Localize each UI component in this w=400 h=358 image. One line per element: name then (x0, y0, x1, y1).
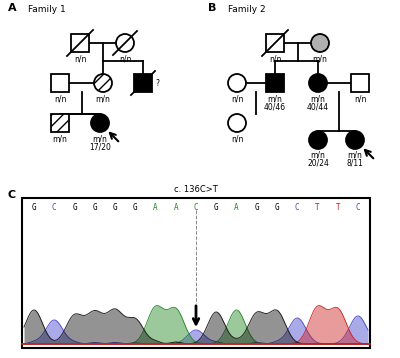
Text: n/n: n/n (74, 54, 86, 63)
Bar (266, 34, 284, 52)
Text: n/n: n/n (269, 54, 281, 63)
Bar (51, 74, 69, 92)
Text: n/n: n/n (54, 94, 66, 103)
Text: G: G (133, 203, 138, 212)
Text: Family 2: Family 2 (228, 5, 266, 14)
Text: 20/24: 20/24 (307, 159, 329, 168)
Text: C: C (52, 203, 56, 212)
Text: ?: ? (155, 78, 159, 87)
Text: G: G (214, 203, 218, 212)
Circle shape (94, 74, 112, 92)
Circle shape (346, 131, 364, 149)
Text: C: C (194, 203, 198, 212)
Bar (134, 74, 152, 92)
Text: 17/20: 17/20 (89, 142, 111, 151)
Text: n/n: n/n (119, 54, 131, 63)
Circle shape (309, 131, 327, 149)
Text: m/n: m/n (268, 94, 282, 103)
Circle shape (228, 114, 246, 132)
Text: m/n: m/n (92, 134, 108, 143)
Text: C: C (295, 203, 300, 212)
Text: G: G (113, 203, 117, 212)
Circle shape (309, 74, 327, 92)
Text: c. 136C>T: c. 136C>T (174, 185, 218, 194)
Circle shape (228, 74, 246, 92)
Text: A: A (153, 203, 158, 212)
Text: n/n: n/n (354, 94, 366, 103)
Text: m/n: m/n (348, 151, 362, 160)
Text: 40/46: 40/46 (264, 102, 286, 111)
Bar (351, 74, 369, 92)
Text: G: G (254, 203, 259, 212)
Text: n/n: n/n (231, 94, 243, 103)
Text: T: T (315, 203, 320, 212)
Text: m/n: m/n (52, 134, 68, 143)
Circle shape (311, 34, 329, 52)
Bar (51, 114, 69, 132)
Text: B: B (208, 3, 216, 13)
Text: T: T (336, 203, 340, 212)
Text: Family 1: Family 1 (28, 5, 66, 14)
Text: A: A (8, 3, 17, 13)
Text: G: G (275, 203, 279, 212)
Text: n/n: n/n (231, 134, 243, 143)
Text: m/n: m/n (96, 94, 110, 103)
Bar (22, 198, 370, 348)
Text: C: C (8, 190, 16, 200)
Text: m/n: m/n (310, 94, 326, 103)
Text: G: G (92, 203, 97, 212)
Circle shape (116, 34, 134, 52)
Text: 40/44: 40/44 (307, 102, 329, 111)
Text: m/n: m/n (312, 54, 328, 63)
Bar (266, 74, 284, 92)
Text: m/n: m/n (310, 151, 326, 160)
Circle shape (91, 114, 109, 132)
Text: G: G (32, 203, 36, 212)
Text: C: C (356, 203, 360, 212)
Text: A: A (174, 203, 178, 212)
Text: A: A (234, 203, 239, 212)
Text: G: G (72, 203, 77, 212)
Bar (71, 34, 89, 52)
Text: 8/11: 8/11 (346, 159, 364, 168)
